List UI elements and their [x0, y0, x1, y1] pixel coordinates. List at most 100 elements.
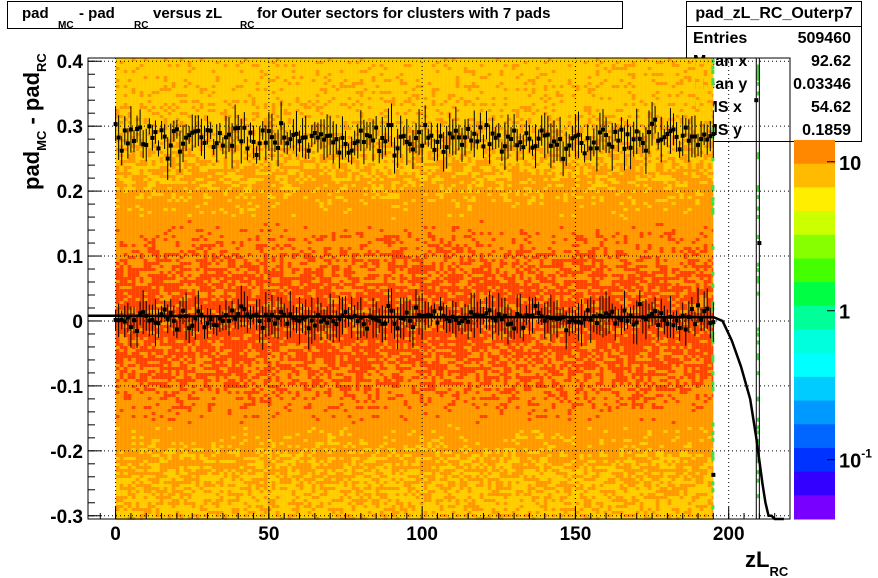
heatmap-cell [172, 298, 176, 301]
heatmap-cell [148, 403, 152, 406]
heatmap-cell [208, 469, 212, 472]
heatmap-cell [208, 487, 212, 490]
heatmap-cell [132, 244, 136, 247]
heatmap-cell [240, 100, 244, 103]
heatmap-cell [176, 508, 180, 511]
heatmap-cell [152, 274, 156, 277]
heatmap-cell [228, 412, 232, 415]
heatmap-cell [232, 409, 236, 412]
heatmap-cell [136, 433, 140, 436]
heatmap-cell [240, 262, 244, 265]
heatmap-cell [188, 457, 192, 460]
heatmap-cell [224, 295, 228, 298]
heatmap-cell [216, 454, 220, 457]
heatmap-cell [144, 346, 148, 349]
heatmap-cell [188, 166, 192, 169]
heatmap-cell [116, 76, 120, 79]
heatmap-cell [116, 499, 120, 502]
heatmap-cell [220, 343, 224, 346]
heatmap-cell [208, 85, 212, 88]
heatmap-cell [124, 145, 128, 148]
heatmap-cell [188, 100, 192, 103]
heatmap-cell [132, 220, 136, 223]
heatmap-cell [144, 157, 148, 160]
heatmap-cell [180, 94, 184, 97]
heatmap-cell [188, 511, 192, 514]
heatmap-cell [204, 466, 208, 469]
heatmap-cell [144, 154, 148, 157]
heatmap-cell [236, 391, 240, 394]
heatmap-cell [120, 184, 124, 187]
heatmap-cell [132, 82, 136, 85]
heatmap-cell [232, 373, 236, 376]
heatmap-cell [172, 259, 176, 262]
heatmap-cell [120, 199, 124, 202]
heatmap-cell [184, 160, 188, 163]
heatmap-cell [148, 283, 152, 286]
heatmap-cell [200, 460, 204, 463]
heatmap-cell [240, 94, 244, 97]
heatmap-cell [216, 70, 220, 73]
heatmap-cell [136, 481, 140, 484]
heatmap-cell [172, 235, 176, 238]
heatmap-cell [116, 88, 120, 91]
heatmap-cell [136, 379, 140, 382]
heatmap-cell [240, 508, 244, 511]
heatmap-cell [212, 442, 216, 445]
heatmap-cell [200, 484, 204, 487]
heatmap-cell [228, 223, 232, 226]
heatmap-cell [228, 370, 232, 373]
heatmap-cell [204, 280, 208, 283]
heatmap-cell [136, 160, 140, 163]
heatmap-cell [240, 187, 244, 190]
heatmap-cell [240, 76, 244, 79]
heatmap-cell [156, 481, 160, 484]
heatmap-cell [120, 85, 124, 88]
heatmap-cell [136, 373, 140, 376]
heatmap-cell [232, 388, 236, 391]
heatmap-cell [204, 379, 208, 382]
heatmap-cell [200, 430, 204, 433]
heatmap-cell [236, 427, 240, 430]
heatmap-cell [116, 391, 120, 394]
heatmap-cell [124, 235, 128, 238]
heatmap-cell [124, 367, 128, 370]
heatmap-cell [232, 337, 236, 340]
heatmap-cell [116, 199, 120, 202]
heatmap-cell [192, 496, 196, 499]
heatmap-cell [232, 481, 236, 484]
heatmap-cell [212, 301, 216, 304]
heatmap-cell [180, 394, 184, 397]
heatmap-cell [208, 145, 212, 148]
heatmap-cell [224, 289, 228, 292]
heatmap-cell [204, 457, 208, 460]
heatmap-cell [160, 478, 164, 481]
heatmap-cell [156, 409, 160, 412]
heatmap-cell [236, 193, 240, 196]
heatmap-cell [164, 76, 168, 79]
heatmap-cell [160, 415, 164, 418]
heatmap-cell [176, 286, 180, 289]
heatmap-cell [204, 118, 208, 121]
heatmap-cell [124, 64, 128, 67]
heatmap-cell [172, 265, 176, 268]
heatmap-cell [124, 286, 128, 289]
heatmap-cell [184, 397, 188, 400]
heatmap-cell [216, 187, 220, 190]
heatmap-cell [236, 301, 240, 304]
heatmap-cell [228, 457, 232, 460]
heatmap-cell [148, 247, 152, 250]
heatmap-cell [184, 274, 188, 277]
heatmap-cell [196, 394, 200, 397]
heatmap-cell [228, 439, 232, 442]
heatmap-cell [120, 88, 124, 91]
heatmap-cell [132, 421, 136, 424]
heatmap-cell [124, 73, 128, 76]
heatmap-cell [228, 379, 232, 382]
heatmap-cell [124, 487, 128, 490]
heatmap-cell [204, 91, 208, 94]
heatmap-cell [228, 403, 232, 406]
heatmap-cell [232, 79, 236, 82]
heatmap-cell [188, 181, 192, 184]
heatmap-cell [160, 490, 164, 493]
